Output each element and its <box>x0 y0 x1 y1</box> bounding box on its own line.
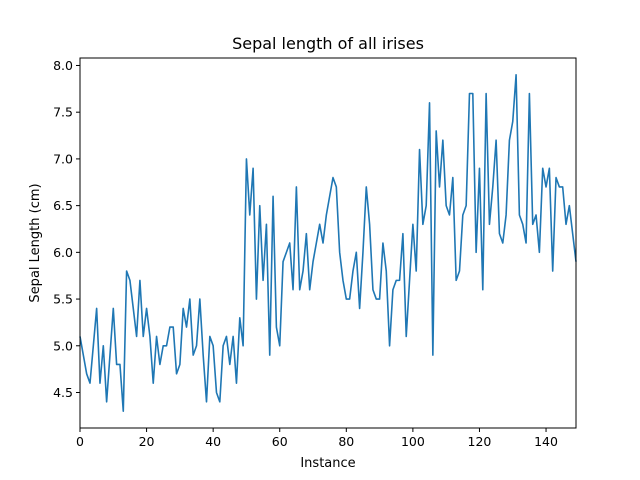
axis-layer: 0 20 40 60 80 100 120 140 4.5 5.0 5.5 6.0 6.5 7.0 7.5 8… <box>53 58 558 449</box>
y-tick-label: 5.0 <box>53 338 73 353</box>
x-tick-label: 60 <box>272 434 288 449</box>
y-axis-label: Sepal Length (cm) <box>28 183 43 302</box>
x-tick-label: 100 <box>401 434 425 449</box>
y-tick-label: 6.0 <box>53 245 73 260</box>
series-line-0 <box>79 74 577 412</box>
x-axis-label: Instance <box>300 456 355 471</box>
y-tick-label: 4.5 <box>53 385 73 400</box>
y-tick-label: 7.5 <box>53 105 73 120</box>
x-tick-label: 140 <box>534 434 558 449</box>
series-layer <box>79 74 577 412</box>
plot-area <box>80 58 576 428</box>
chart-title: Sepal length of all irises <box>232 34 424 53</box>
x-tick-label: 80 <box>338 434 354 449</box>
y-tick-label: 5.5 <box>53 292 73 307</box>
x-tick-label: 20 <box>139 434 155 449</box>
y-tick-label: 7.0 <box>53 151 73 166</box>
x-tick-label: 120 <box>468 434 492 449</box>
y-tick-label: 8.0 <box>53 58 73 73</box>
x-tick-label: 40 <box>205 434 221 449</box>
x-tick-label: 0 <box>76 434 84 449</box>
plot-frame <box>79 57 577 429</box>
y-tick-label: 6.5 <box>53 198 73 213</box>
